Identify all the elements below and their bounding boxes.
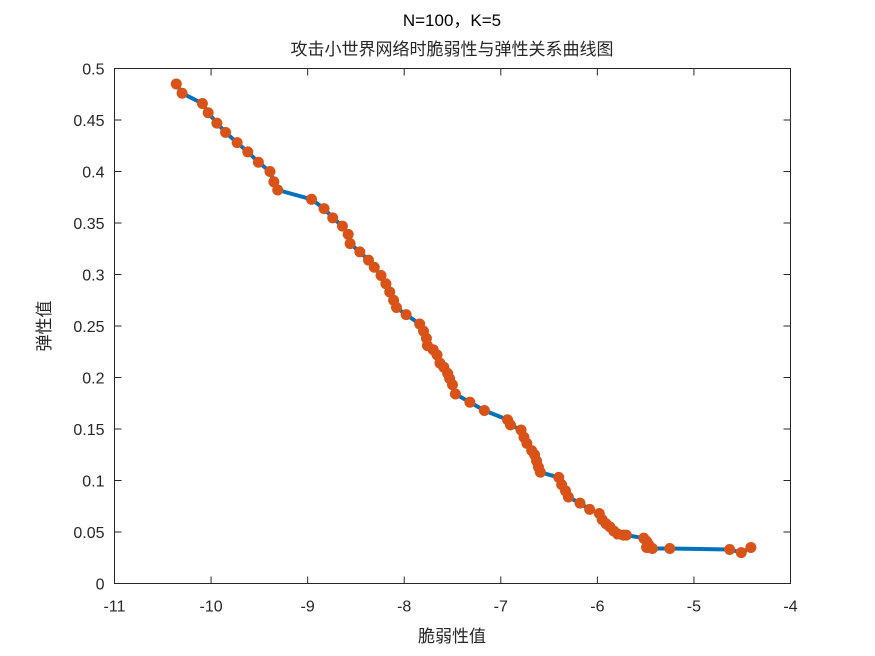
- x-axis-ticks: -11 -10 -9 -8 -7 -6 -5 -4: [104, 68, 798, 616]
- x-tick-label: -10: [200, 599, 223, 616]
- x-tick-label: -9: [301, 599, 315, 616]
- y-tick-label: 0.15: [73, 422, 104, 439]
- x-tick-label: -11: [104, 599, 126, 616]
- y-tick-label: 0.05: [73, 525, 104, 542]
- y-tick-label: 0.3: [82, 268, 104, 285]
- data-point: [202, 107, 214, 119]
- data-point: [620, 529, 632, 541]
- data-point: [231, 137, 243, 149]
- data-point: [574, 497, 586, 509]
- y-axis-ticks: 0 0.05 0.1 0.15 0.2 0.25 0.3 0.35 0.4 0.45 0.5: [73, 62, 791, 594]
- data-point: [375, 270, 387, 282]
- chart-title: N=100，K=5: [403, 11, 501, 30]
- x-tick-label: -8: [397, 599, 411, 616]
- data-point: [735, 547, 747, 559]
- data-point: [220, 126, 232, 138]
- data-point: [534, 466, 546, 478]
- data-point: [464, 396, 476, 408]
- x-tick-label: -5: [687, 599, 701, 616]
- data-point: [584, 503, 596, 515]
- chart-subtitle: 攻击小世界网络时脆弱性与弹性关系曲线图: [291, 40, 614, 60]
- data-point: [211, 117, 223, 129]
- x-tick-label: -6: [590, 599, 604, 616]
- data-point: [252, 156, 264, 168]
- data-point: [745, 541, 757, 553]
- y-tick-label: 0.45: [73, 113, 104, 130]
- y-tick-label: 0: [96, 577, 105, 594]
- data-point: [384, 286, 396, 298]
- data-point: [562, 491, 574, 503]
- y-axis-label: 弹性值: [35, 301, 55, 352]
- x-tick-label: -4: [783, 599, 797, 616]
- x-axis-label: 脆弱性值: [418, 627, 486, 647]
- data-point: [478, 404, 490, 416]
- data-point: [646, 542, 658, 554]
- data-point: [268, 176, 280, 188]
- data-point: [504, 419, 516, 431]
- y-tick-label: 0.2: [82, 371, 104, 388]
- data-point: [400, 309, 412, 321]
- series-group: [170, 78, 757, 559]
- y-tick-label: 0.35: [73, 216, 104, 233]
- data-point: [306, 193, 318, 205]
- y-tick-label: 0.25: [73, 319, 104, 336]
- data-point: [264, 166, 276, 177]
- data-point: [724, 544, 736, 556]
- data-point: [449, 388, 461, 400]
- data-point: [170, 78, 182, 90]
- data-point: [336, 220, 348, 232]
- axes-frame: [114, 68, 791, 584]
- data-point: [344, 238, 356, 250]
- y-tick-label: 0.1: [82, 474, 104, 491]
- data-point: [272, 184, 284, 196]
- data-point: [318, 203, 330, 215]
- data-point: [447, 379, 458, 391]
- data-point: [342, 228, 354, 240]
- y-tick-label: 0.4: [82, 165, 104, 182]
- data-point: [380, 278, 392, 290]
- data-point: [327, 212, 339, 224]
- x-tick-label: -7: [494, 599, 508, 616]
- series-line: [174, 81, 753, 555]
- data-point: [390, 301, 402, 313]
- data-point: [176, 87, 188, 99]
- data-point: [664, 542, 676, 554]
- data-point: [368, 261, 380, 273]
- data-point: [242, 146, 254, 158]
- y-tick-label: 0.5: [82, 62, 104, 79]
- data-point: [354, 246, 366, 258]
- data-point: [196, 98, 208, 110]
- plot-area: -11 -10 -9 -8 -7 -6 -5 -4 0 0.05 0.1 0.15 0.2 0.25 0.…: [73, 62, 797, 616]
